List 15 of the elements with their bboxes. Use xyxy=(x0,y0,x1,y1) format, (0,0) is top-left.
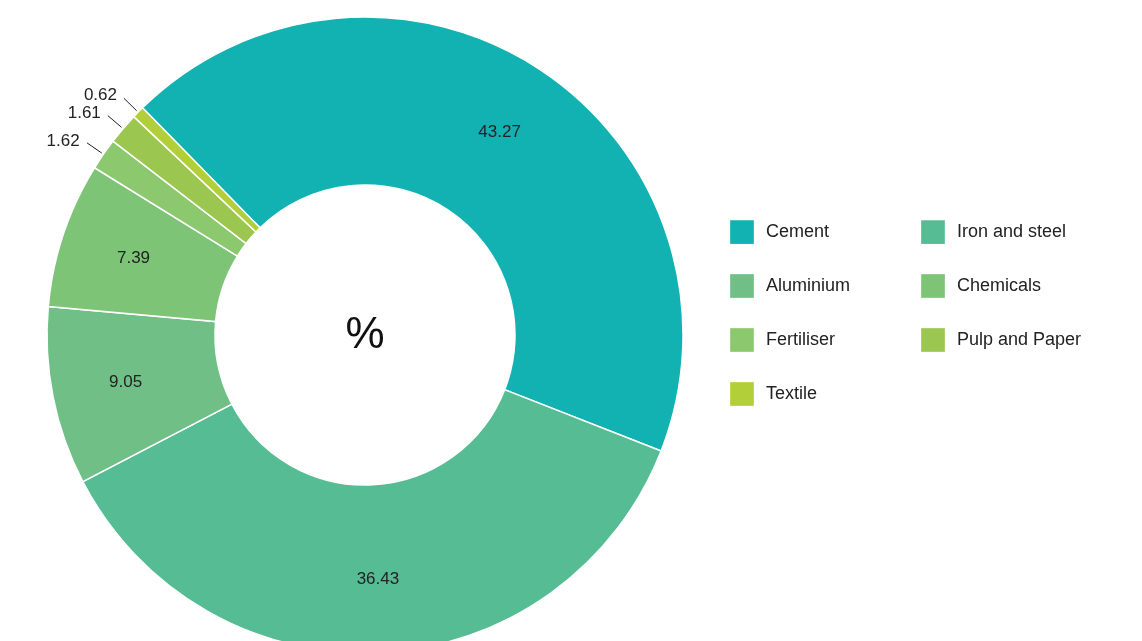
data-label: 43.27 xyxy=(478,121,521,141)
text: % xyxy=(345,308,385,357)
data-label: 0.62 xyxy=(83,85,117,105)
data-label: 7.39 xyxy=(116,247,151,267)
legend-label: Iron and steel xyxy=(957,221,1067,242)
data-label: 1.62 xyxy=(46,130,80,150)
data-label: 1.61 xyxy=(67,103,101,123)
legend-label: Fertiliser xyxy=(766,329,836,349)
legend-label: Cement xyxy=(766,221,830,242)
data-label: 36.43 xyxy=(356,568,400,588)
legend-label: Textile xyxy=(766,383,818,403)
legend-label: Pulp and Paper xyxy=(957,329,1082,349)
legend-label: Chemicals xyxy=(957,275,1042,295)
data-label: 9.05 xyxy=(109,372,143,392)
legend-label: Aluminium xyxy=(766,275,851,295)
